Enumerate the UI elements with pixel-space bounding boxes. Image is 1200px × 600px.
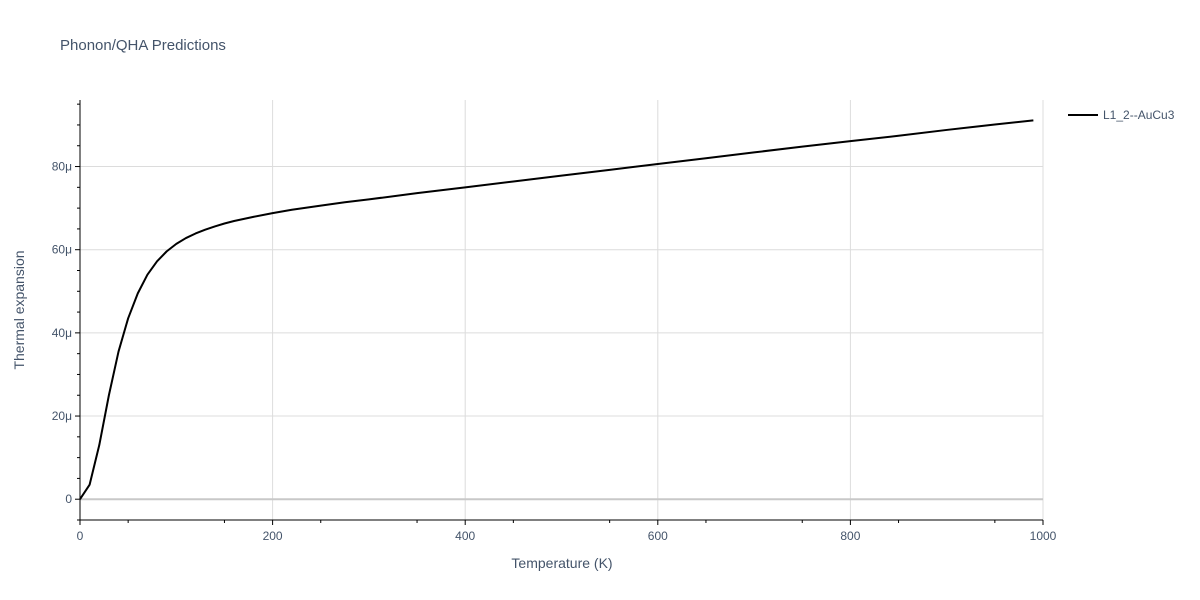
y-tick-label: 80μ <box>52 160 72 174</box>
y-tick-label: 20μ <box>52 409 72 423</box>
axes: 0 200 400 600 800 1000 0 20μ 40μ 60μ 80μ <box>52 100 1057 543</box>
x-tick-label: 400 <box>455 529 475 543</box>
x-tick-label: 0 <box>77 529 84 543</box>
grid <box>80 100 1044 520</box>
x-tick-label: 800 <box>840 529 860 543</box>
plot-area <box>79 119 1034 500</box>
series-line[interactable] <box>79 119 1034 500</box>
x-axis-title: Temperature (K) <box>511 555 612 571</box>
legend[interactable]: L1_2--AuCu3 <box>1068 108 1175 122</box>
x-tick-label: 600 <box>648 529 668 543</box>
x-tick-label: 200 <box>263 529 283 543</box>
y-tick-label: 40μ <box>52 326 72 340</box>
y-tick-label: 0 <box>65 492 72 506</box>
x-tick-label: 1000 <box>1030 529 1057 543</box>
y-tick-label: 60μ <box>52 243 72 257</box>
legend-label: L1_2--AuCu3 <box>1103 108 1175 122</box>
y-axis-title: Thermal expansion <box>11 250 27 369</box>
chart-title: Phonon/QHA Predictions <box>60 37 226 54</box>
